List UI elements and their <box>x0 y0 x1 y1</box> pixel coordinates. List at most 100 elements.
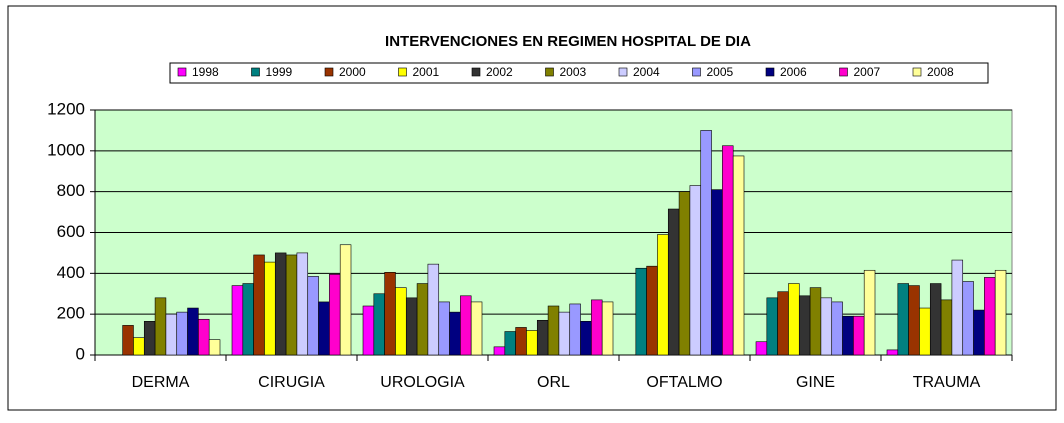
bar <box>853 315 865 356</box>
legend-swatch <box>839 67 848 77</box>
legend-box <box>169 62 989 84</box>
bar <box>318 301 330 356</box>
x-tick-label: GINE <box>796 374 835 391</box>
bar <box>722 145 734 356</box>
y-tick-label: 800 <box>57 181 85 200</box>
bar <box>580 321 592 356</box>
bar <box>449 311 461 356</box>
bar <box>339 244 352 356</box>
bar <box>285 254 298 356</box>
bar <box>667 208 680 356</box>
legend-label: 1998 <box>192 65 219 79</box>
bar <box>165 313 178 356</box>
x-tick-label: UROLOGIA <box>380 374 465 391</box>
bar <box>427 263 440 356</box>
legend-swatch <box>912 67 922 77</box>
legend-label: 2002 <box>486 65 513 79</box>
bar <box>842 315 854 356</box>
bar <box>176 311 188 356</box>
legend-swatch <box>177 67 187 77</box>
bar <box>569 303 581 356</box>
bar <box>809 287 822 356</box>
bar <box>154 297 167 356</box>
bar <box>416 283 429 356</box>
bar <box>242 283 254 356</box>
bar <box>678 191 691 356</box>
legend-label: 2003 <box>560 65 587 79</box>
bar <box>711 189 723 356</box>
bar <box>635 267 647 356</box>
bar <box>962 281 974 356</box>
bar <box>646 265 658 356</box>
bar <box>307 276 319 356</box>
legend-swatch <box>471 67 481 77</box>
legend-swatch <box>692 67 701 77</box>
bar <box>504 331 516 356</box>
y-tick-label: 400 <box>57 263 85 282</box>
bar <box>601 301 614 356</box>
bar <box>264 261 276 356</box>
bar <box>438 301 450 356</box>
bar <box>820 297 833 356</box>
bar <box>689 185 702 356</box>
bar <box>777 291 789 356</box>
bar <box>460 295 472 356</box>
chart-title: INTERVENCIONES EN REGIMEN HOSPITAL DE DI… <box>385 33 751 50</box>
bar <box>515 327 527 356</box>
bar <box>831 301 843 356</box>
bar <box>329 274 341 356</box>
legend-label: 2007 <box>854 65 881 79</box>
bar <box>187 307 199 356</box>
bar <box>919 307 931 356</box>
bar <box>951 259 964 356</box>
bar <box>897 283 909 356</box>
bar <box>929 283 942 356</box>
bar <box>133 337 145 356</box>
x-tick-label: ORL <box>537 374 570 391</box>
legend-label: 2001 <box>413 65 440 79</box>
x-tick-label: DERMA <box>132 374 190 391</box>
legend-swatch <box>765 67 775 77</box>
legend-label: 2006 <box>780 65 807 79</box>
bar <box>755 341 768 356</box>
y-tick-label: 1200 <box>47 99 85 118</box>
bar <box>470 301 483 356</box>
legend-swatch <box>398 67 407 77</box>
bar <box>296 252 309 356</box>
bar <box>143 321 156 356</box>
x-tick-label: CIRUGIA <box>258 374 325 391</box>
legend-swatch <box>324 67 334 77</box>
bar <box>405 297 418 356</box>
bar <box>798 295 811 356</box>
bar <box>362 305 375 356</box>
bar <box>536 319 549 356</box>
bar <box>984 277 996 356</box>
bar <box>526 330 538 356</box>
bar <box>384 272 396 356</box>
bar <box>908 285 920 356</box>
bar <box>657 234 669 356</box>
legend-swatch <box>545 67 554 77</box>
bar <box>732 155 745 356</box>
bar <box>493 346 506 356</box>
bar <box>395 287 407 356</box>
y-tick-label: 200 <box>57 304 85 323</box>
bar <box>886 349 899 356</box>
bar <box>373 293 385 356</box>
x-tick-label: OFTALMO <box>646 374 722 391</box>
legend-label: 2000 <box>339 65 366 79</box>
legend-label: 1999 <box>266 65 293 79</box>
x-tick-label: TRAUMA <box>913 374 981 391</box>
bar <box>231 285 244 356</box>
legend-label: 2008 <box>927 65 954 79</box>
legend-swatch <box>251 67 260 77</box>
bar <box>253 254 265 356</box>
legend-swatch <box>618 67 628 77</box>
bar <box>766 297 778 356</box>
y-tick-label: 1000 <box>47 140 85 159</box>
bar <box>208 339 221 356</box>
bar <box>940 299 953 356</box>
legend-label: 2005 <box>707 65 734 79</box>
bar <box>198 318 210 356</box>
